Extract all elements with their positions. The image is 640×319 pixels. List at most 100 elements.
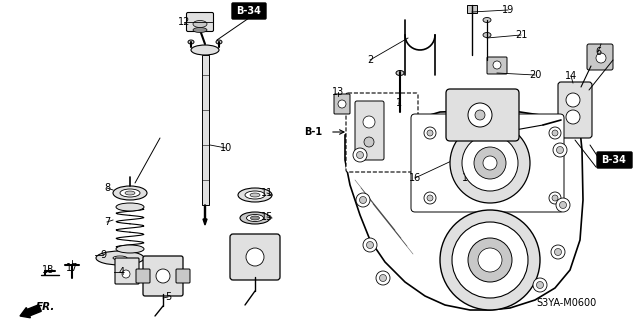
- Circle shape: [468, 238, 512, 282]
- Circle shape: [452, 222, 528, 298]
- Ellipse shape: [246, 248, 264, 266]
- Text: 6: 6: [595, 47, 601, 57]
- Circle shape: [363, 116, 375, 128]
- Ellipse shape: [156, 269, 170, 283]
- Circle shape: [552, 195, 558, 201]
- Bar: [202, 55, 209, 205]
- Text: 11: 11: [261, 188, 273, 198]
- Text: 17: 17: [66, 263, 78, 273]
- Circle shape: [566, 93, 580, 107]
- Circle shape: [536, 281, 543, 288]
- Circle shape: [367, 241, 374, 249]
- Text: 5: 5: [165, 292, 171, 302]
- Text: 16: 16: [409, 173, 421, 183]
- FancyBboxPatch shape: [230, 234, 280, 280]
- Ellipse shape: [483, 18, 491, 23]
- FancyBboxPatch shape: [446, 89, 519, 141]
- Circle shape: [356, 193, 370, 207]
- Circle shape: [533, 278, 547, 292]
- Ellipse shape: [122, 270, 130, 278]
- Circle shape: [478, 248, 502, 272]
- FancyBboxPatch shape: [186, 12, 214, 32]
- Circle shape: [427, 195, 433, 201]
- Circle shape: [557, 146, 563, 153]
- Ellipse shape: [250, 216, 259, 220]
- Text: FR.: FR.: [36, 302, 56, 312]
- Text: 18: 18: [42, 265, 54, 275]
- Ellipse shape: [116, 245, 144, 253]
- Ellipse shape: [116, 203, 144, 211]
- Ellipse shape: [113, 256, 127, 260]
- Circle shape: [424, 127, 436, 139]
- Circle shape: [364, 137, 374, 147]
- Circle shape: [353, 148, 367, 162]
- Circle shape: [552, 130, 558, 136]
- Circle shape: [363, 238, 377, 252]
- Ellipse shape: [467, 153, 473, 159]
- Text: 21: 21: [515, 30, 527, 40]
- Circle shape: [338, 100, 346, 108]
- Circle shape: [554, 249, 561, 256]
- FancyBboxPatch shape: [143, 256, 183, 296]
- Text: 7: 7: [104, 217, 110, 227]
- Ellipse shape: [486, 155, 493, 160]
- Bar: [467, 5, 477, 13]
- Ellipse shape: [113, 186, 147, 200]
- Ellipse shape: [188, 40, 194, 44]
- Circle shape: [475, 110, 485, 120]
- Ellipse shape: [193, 20, 207, 27]
- Text: 2: 2: [367, 55, 373, 65]
- Text: 8: 8: [104, 183, 110, 193]
- Circle shape: [462, 135, 518, 191]
- FancyArrow shape: [203, 205, 207, 225]
- Ellipse shape: [483, 33, 491, 38]
- Circle shape: [566, 110, 580, 124]
- Ellipse shape: [96, 251, 144, 265]
- FancyBboxPatch shape: [355, 101, 384, 160]
- FancyBboxPatch shape: [136, 269, 150, 283]
- Text: 16: 16: [462, 173, 474, 183]
- FancyBboxPatch shape: [232, 3, 266, 19]
- Text: 3: 3: [508, 119, 514, 129]
- Circle shape: [356, 152, 364, 159]
- Text: 1: 1: [396, 98, 402, 108]
- Polygon shape: [345, 110, 583, 310]
- Circle shape: [450, 123, 530, 203]
- Ellipse shape: [250, 193, 260, 197]
- Ellipse shape: [216, 40, 222, 44]
- Ellipse shape: [487, 153, 493, 159]
- Text: 15: 15: [261, 212, 273, 222]
- Text: B-34: B-34: [237, 6, 261, 16]
- Circle shape: [549, 192, 561, 204]
- Ellipse shape: [240, 212, 270, 224]
- Text: S3YA-M0600: S3YA-M0600: [536, 298, 596, 308]
- FancyBboxPatch shape: [597, 152, 632, 168]
- Circle shape: [360, 197, 367, 204]
- Text: B-34: B-34: [602, 155, 627, 165]
- Circle shape: [440, 210, 540, 310]
- Circle shape: [483, 156, 497, 170]
- Ellipse shape: [246, 214, 264, 221]
- Circle shape: [559, 202, 566, 209]
- Circle shape: [549, 127, 561, 139]
- FancyBboxPatch shape: [487, 57, 507, 74]
- Text: 10: 10: [220, 143, 232, 153]
- Text: B-1: B-1: [304, 127, 322, 137]
- Circle shape: [553, 143, 567, 157]
- Circle shape: [493, 61, 501, 69]
- Circle shape: [596, 53, 606, 63]
- FancyBboxPatch shape: [558, 82, 592, 138]
- FancyBboxPatch shape: [176, 269, 190, 283]
- FancyBboxPatch shape: [346, 93, 418, 172]
- Ellipse shape: [467, 155, 474, 160]
- Circle shape: [376, 271, 390, 285]
- FancyBboxPatch shape: [411, 114, 564, 212]
- Circle shape: [556, 198, 570, 212]
- Text: 4: 4: [119, 267, 125, 277]
- Text: 20: 20: [529, 70, 541, 80]
- Text: 14: 14: [565, 71, 577, 81]
- Ellipse shape: [245, 191, 265, 199]
- Circle shape: [551, 245, 565, 259]
- Circle shape: [380, 275, 387, 281]
- Ellipse shape: [120, 189, 140, 197]
